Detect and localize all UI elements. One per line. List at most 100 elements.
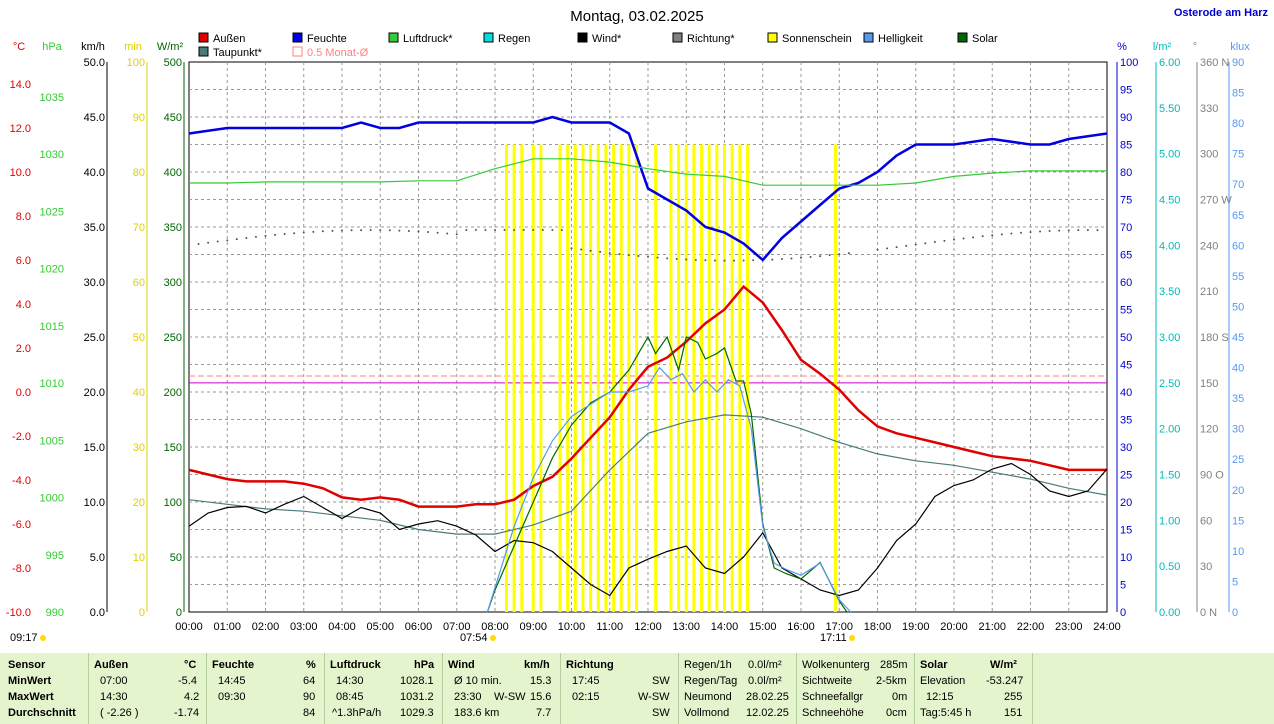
sun-icon-set [849,635,855,641]
axis-tick-right: 30 [1232,424,1244,436]
series-taupunkt- [188,414,1108,535]
richtung-dot [694,258,697,261]
legend-label: Solar [972,33,998,45]
axis-tick-left: 60 [133,277,145,289]
axis-tick-left: 0.0 [90,607,105,619]
regen-r1-label: Regen/Tag [684,675,738,687]
axis-tick-left: 0 [139,607,145,619]
axis-tick-left: 1025 [40,206,64,218]
richtung-dot [207,241,210,244]
richtung-dot [723,259,726,262]
x-tick-label: 08:00 [481,621,509,633]
axis-tick-right: 45 [1232,332,1244,344]
richtung-dot [627,254,630,257]
aussen-min-val: -5.4 [178,675,197,687]
axis-tick-right: 2.50 [1159,378,1180,390]
wind-r2-time: 23:30 [454,691,482,703]
axis-tick-right: 2.00 [1159,424,1180,436]
axis-tick-right: 5.00 [1159,149,1180,161]
legend-swatch [672,32,683,43]
axis-tick-left: 20 [133,497,145,509]
x-tick-label: 05:00 [366,621,394,633]
axis-tick-right: 80 [1232,118,1244,130]
axis-tick-right: 60 [1232,240,1244,252]
axis-tick-left: 995 [46,550,64,562]
luftdruck-min-val: 1028.1 [400,675,434,687]
row-min-label: MinWert [8,675,52,687]
legend-label: Feuchte [307,33,347,45]
axis-tick-right: 270 W [1200,195,1232,207]
sunshine-bar [654,144,658,612]
solar-r3-label: Tag:5:45 h [920,707,972,719]
aussen-max-val: 4.2 [184,691,200,703]
richtung-dot [618,253,621,256]
richtung-dot [388,229,391,232]
axis-tick-right: 75 [1232,149,1244,161]
richtung-dot [771,258,774,261]
sunshine-bars [504,144,837,612]
axis-unit-right: l/m² [1153,41,1172,53]
axis-tick-left: 90 [133,112,145,124]
x-tick-label: 15:00 [749,621,777,633]
richtung-dot [494,229,496,232]
axis-tick-right: 50 [1120,332,1132,344]
hdr-luftdruck: Luftdruck [330,659,381,671]
richtung-dot [752,259,755,262]
sun-icon-rise [490,635,496,641]
x-tick-label: 12:00 [634,621,662,633]
x-tick-label: 14:00 [711,621,739,633]
axis-tick-right: 50 [1232,301,1244,313]
axis-tick-left: 2.0 [16,343,31,355]
axis-tick-right: 0 [1232,607,1238,619]
x-tick-label: 24:00 [1093,621,1121,633]
axis-unit-left: km/h [81,41,105,53]
richtung-dot [685,258,688,261]
series-au-en [188,284,1107,508]
axis-tick-right: 100 [1120,57,1138,69]
sunshine-bar [504,144,508,612]
richtung-dot [1067,229,1070,232]
axis-tick-right: 85 [1232,88,1244,100]
sunshine-bar [745,144,749,612]
axis-tick-left: 1010 [40,378,64,390]
richtung-dot [790,257,793,260]
feuchte-min-time: 14:45 [218,675,246,687]
axis-tick-left: 500 [164,57,182,69]
axis-tick-right: 240 [1200,240,1218,252]
richtung-dot [446,232,449,235]
axis-tick-right: 330 [1200,103,1218,115]
x-tick-label: 09:00 [519,621,547,633]
richtung-dot [666,257,669,260]
richtung-dot [886,247,889,250]
x-tick-label: 07:00 [443,621,471,633]
axis-tick-right: 10 [1232,546,1244,558]
x-tick-label: 03:00 [290,621,318,633]
axis-tick-right: 20 [1232,485,1244,497]
axis-tick-left: 35.0 [84,222,105,234]
richtung-dot [570,247,573,250]
richtung-dot [350,229,353,232]
axis-tick-right: 70 [1232,179,1244,191]
sunshine-bar [589,144,593,612]
axis-tick-left: 450 [164,112,182,124]
richtung-dot [914,243,917,246]
axis-tick-right: 15 [1232,515,1244,527]
axis-tick-right: 90 O [1200,470,1224,482]
sunshine-bar [700,144,704,612]
richtung-r2-val: W-SW [638,691,670,703]
legend-swatch [577,32,588,43]
axis-tick-left: 50 [170,552,182,564]
richtung-dot [1086,229,1089,232]
axis-tick-left: 0.0 [16,387,31,399]
richtung-dot [933,241,936,244]
legend-label: Richtung* [687,33,735,45]
axis-tick-left: 150 [164,442,182,454]
richtung-dot [245,237,248,240]
axis-tick-left: 5.0 [90,552,105,564]
solar-r3-val: 151 [1004,707,1023,719]
axis-unit-left: W/m² [157,41,184,53]
sunshine-bar [531,144,535,612]
richtung-dot [1010,232,1013,235]
richtung-dot [838,253,841,256]
legend-swatch [957,32,968,43]
